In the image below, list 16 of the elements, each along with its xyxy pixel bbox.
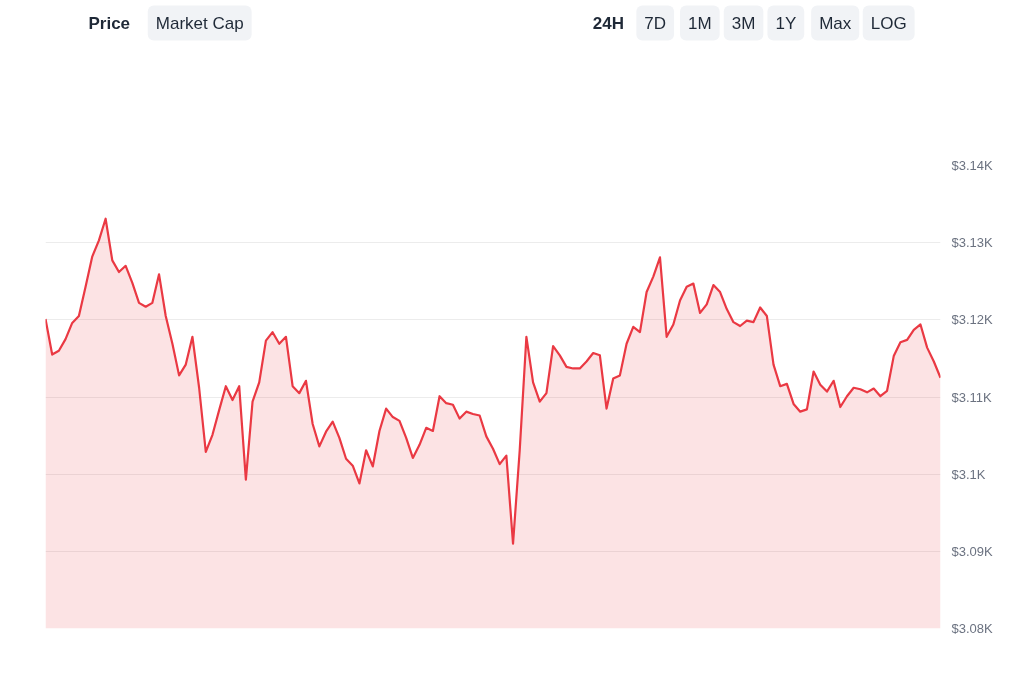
y-tick-label: $3.13K (951, 235, 994, 251)
text: LOG (870, 13, 907, 33)
text: 7D (644, 13, 667, 33)
y-tick-label: $3.1K (951, 466, 986, 482)
text: Price (88, 13, 131, 33)
y-tick-label: $3.11K (951, 389, 993, 405)
text: Market Cap (155, 13, 244, 33)
y-tick-label: $3.14K (951, 158, 994, 173)
y-tick-label: $3.09K (951, 543, 994, 559)
text: 3M (731, 13, 756, 33)
text: 1Y (775, 13, 797, 33)
text: Max (819, 13, 852, 33)
text: 1M (688, 13, 712, 33)
y-tick-label: $3.08K (951, 621, 994, 636)
y-tick-label: $3.12K (951, 312, 994, 328)
text: 24H (592, 13, 624, 33)
